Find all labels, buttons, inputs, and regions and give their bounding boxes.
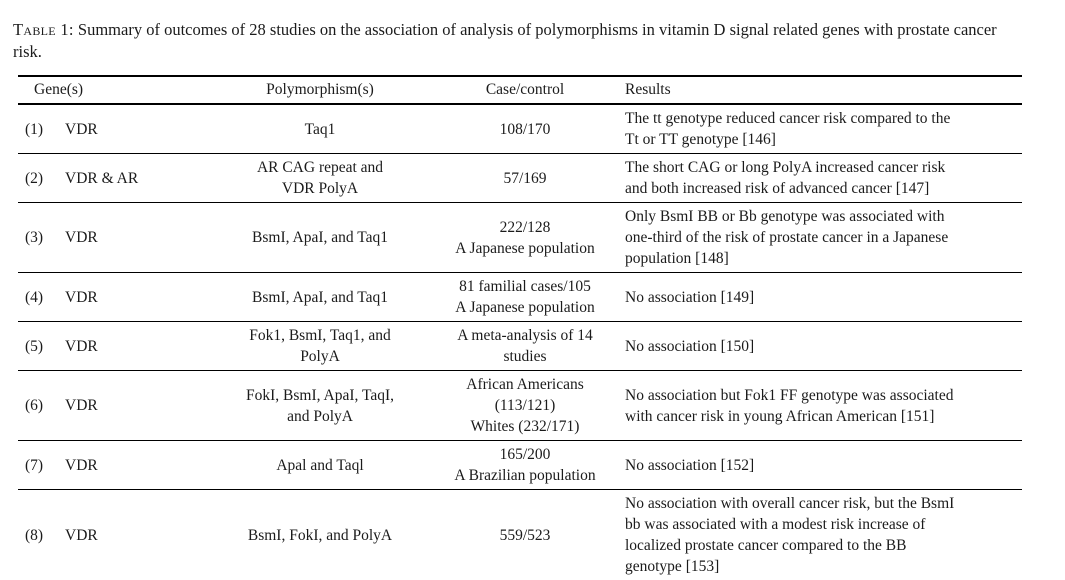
row-number: (4) (18, 273, 58, 322)
gene-cell: VDR & AR (58, 154, 195, 203)
polymorphism-cell: BsmI, ApaI, and Taq1 (195, 203, 445, 273)
header-polymorphisms: Polymorphism(s) (195, 76, 445, 104)
results-cell-line: one-third of the risk of prostate cancer… (625, 227, 1022, 248)
case-control-cell-line: A Brazilian population (445, 465, 605, 486)
header-case-control: Case/control (445, 76, 605, 104)
table-caption-label: Table 1: (13, 20, 74, 39)
results-cell: The tt genotype reduced cancer risk comp… (605, 104, 1022, 154)
results-cell: No association [152] (605, 441, 1022, 490)
case-control-cell-line: studies (445, 346, 605, 367)
results-cell: The short CAG or long PolyA increased ca… (605, 154, 1022, 203)
case-control-cell-line: 165/200 (445, 444, 605, 465)
table-caption: Table 1: Summary of outcomes of 28 studi… (13, 19, 1025, 62)
gene-cell: VDR (58, 371, 195, 441)
gene-cell: VDR (58, 273, 195, 322)
results-cell-line: No association [152] (625, 455, 1022, 476)
results-cell-line: No association with overall cancer risk,… (625, 493, 1022, 514)
polymorphism-cell-line: PolyA (195, 346, 445, 367)
results-cell-line: population [148] (625, 248, 1022, 269)
row-number: (7) (18, 441, 58, 490)
row-number: (5) (18, 322, 58, 371)
case-control-cell-line: (113/121) (445, 395, 605, 416)
polymorphism-cell-line: and PolyA (195, 406, 445, 427)
case-control-cell-line: A meta-analysis of 14 (445, 325, 605, 346)
case-control-cell: 57/169 (445, 154, 605, 203)
results-cell-line: bb was associated with a modest risk inc… (625, 514, 1022, 535)
case-control-cell-line: 222/128 (445, 217, 605, 238)
polymorphism-cell-line: BsmI, ApaI, and Taq1 (195, 227, 445, 248)
results-cell-line: No association [150] (625, 336, 1022, 357)
results-cell-line: with cancer risk in young African Americ… (625, 406, 1022, 427)
header-genes: Gene(s) (18, 76, 195, 104)
row-number: (2) (18, 154, 58, 203)
polymorphism-cell: Apal and Taql (195, 441, 445, 490)
results-cell-line: No association but Fok1 FF genotype was … (625, 385, 1022, 406)
case-control-cell-line: African Americans (445, 374, 605, 395)
polymorphism-cell-line: VDR PolyA (195, 178, 445, 199)
header-results: Results (605, 76, 1022, 104)
polymorphism-cell-line: Taq1 (195, 119, 445, 140)
gene-cell: VDR (58, 322, 195, 371)
case-control-cell-line: 57/169 (445, 168, 605, 189)
gene-cell: VDR (58, 104, 195, 154)
results-cell-line: The short CAG or long PolyA increased ca… (625, 157, 1022, 178)
results-cell-line: Tt or TT genotype [146] (625, 129, 1022, 150)
results-cell-line: The tt genotype reduced cancer risk comp… (625, 108, 1022, 129)
case-control-cell: 108/170 (445, 104, 605, 154)
case-control-cell: African Americans(113/121)Whites (232/17… (445, 371, 605, 441)
gene-cell: VDR (58, 441, 195, 490)
polymorphism-cell-line: BsmI, ApaI, and Taq1 (195, 287, 445, 308)
row-number: (3) (18, 203, 58, 273)
results-cell-line: No association [149] (625, 287, 1022, 308)
results-cell-line: Only BsmI BB or Bb genotype was associat… (625, 206, 1022, 227)
case-control-cell-line: A Japanese population (445, 297, 605, 318)
polymorphism-cell-line: FokI, BsmI, ApaI, TaqI, (195, 385, 445, 406)
case-control-cell-line: 81 familial cases/105 (445, 276, 605, 297)
gene-cell: VDR (58, 203, 195, 273)
polymorphism-cell-line: Fok1, BsmI, Taq1, and (195, 325, 445, 346)
polymorphism-cell: FokI, BsmI, ApaI, TaqI,and PolyA (195, 371, 445, 441)
summary-table: Gene(s) Polymorphism(s) Case/control Res… (18, 75, 1022, 580)
results-cell-line: and both increased risk of advanced canc… (625, 178, 1022, 199)
results-cell-line: genotype [153] (625, 556, 1022, 577)
header-row: Gene(s) Polymorphism(s) Case/control Res… (18, 76, 1022, 104)
results-cell: Only BsmI BB or Bb genotype was associat… (605, 203, 1022, 273)
results-cell: No association but Fok1 FF genotype was … (605, 371, 1022, 441)
polymorphism-cell-line: AR CAG repeat and (195, 157, 445, 178)
case-control-cell-line: 108/170 (445, 119, 605, 140)
results-cell: No association [150] (605, 322, 1022, 371)
table-caption-text: Summary of outcomes of 28 studies on the… (13, 20, 997, 61)
case-control-cell-line: A Japanese population (445, 238, 605, 259)
polymorphism-cell-line: Apal and Taql (195, 455, 445, 476)
polymorphism-cell: Taq1 (195, 104, 445, 154)
results-cell-line: localized prostate cancer compared to th… (625, 535, 1022, 556)
row-number: (1) (18, 104, 58, 154)
results-cell: No association [149] (605, 273, 1022, 322)
case-control-cell-line: 559/523 (445, 525, 605, 546)
row-number: (6) (18, 371, 58, 441)
case-control-cell-line: Whites (232/171) (445, 416, 605, 437)
polymorphism-cell-line: BsmI, FokI, and PolyA (195, 525, 445, 546)
polymorphism-cell: BsmI, ApaI, and Taq1 (195, 273, 445, 322)
